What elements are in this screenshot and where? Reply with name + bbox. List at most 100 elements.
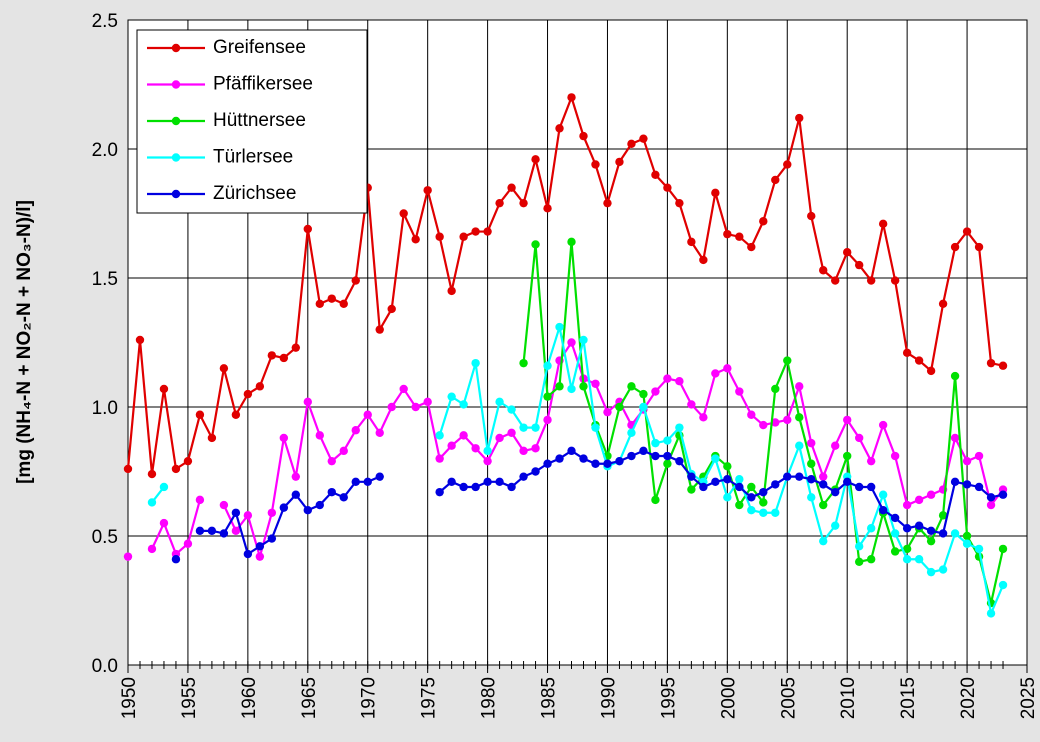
data-point [315,299,324,308]
data-point [243,389,253,399]
data-point [543,459,552,468]
data-point [843,451,852,461]
data-point [771,175,780,185]
data-point [747,410,756,419]
x-tick-label: 1990 [598,677,619,719]
data-point [207,526,217,536]
data-point [878,506,888,515]
data-point [986,500,996,510]
data-point [387,402,396,412]
data-point [471,227,480,236]
data-point [519,423,528,432]
x-tick-label: 1995 [658,677,679,719]
data-point [243,511,253,520]
x-tick-label: 2010 [838,677,859,719]
data-point [519,472,528,481]
legend-marker [171,43,181,53]
data-point [231,508,241,517]
legend-label: Pfäffikersee [213,74,313,95]
x-tick-label: 1980 [479,677,500,719]
data-point [471,358,480,368]
data-point [974,242,984,252]
data-point [303,224,312,234]
data-point [890,276,900,285]
data-point [950,477,960,487]
data-point [819,480,828,489]
x-tick-label: 2020 [958,677,979,719]
data-point [243,549,253,559]
data-point [615,157,624,167]
data-point [471,482,480,492]
data-point [771,418,780,427]
data-point [926,366,936,376]
data-point [866,276,876,285]
data-point [543,415,552,425]
data-point [663,374,672,383]
data-point [555,454,564,463]
data-point [495,198,504,208]
data-point [783,472,792,481]
x-tick-label: 2015 [898,677,919,719]
data-point [363,477,372,487]
legend-label: Zürichsee [213,183,296,204]
data-point [339,299,348,308]
data-point [854,260,864,270]
data-point [495,477,504,487]
data-point [819,472,828,481]
data-point [890,547,900,556]
data-point [747,506,756,515]
data-point [435,232,444,241]
data-point [747,242,756,252]
data-point [459,482,468,492]
data-point [255,382,265,391]
data-point [591,160,600,169]
data-point [735,500,744,510]
data-point [531,155,540,164]
data-point [807,493,816,502]
data-point [555,382,564,391]
data-point [339,493,348,502]
data-point [159,518,169,528]
data-point [495,397,504,407]
data-point [363,410,372,419]
data-point [603,459,612,468]
data-point [603,407,612,417]
data-point [795,441,804,450]
data-point [507,482,516,492]
data-point [123,464,133,474]
data-point [339,446,348,456]
data-point [567,93,576,102]
x-tick-label: 1960 [239,677,260,719]
data-point [411,402,420,412]
data-point [483,477,492,487]
data-point [986,609,996,618]
data-point [399,209,408,218]
data-point [195,526,205,536]
data-point [483,446,492,456]
data-point [687,472,696,481]
data-point [327,456,336,466]
data-point [423,186,432,195]
data-point [147,544,157,554]
data-point [831,441,840,450]
data-point [291,343,301,352]
data-point [171,555,181,564]
data-point [723,475,732,484]
data-point [531,444,540,453]
data-point [938,565,948,574]
legend-marker [171,189,181,199]
data-point [459,400,468,409]
data-point [807,211,816,221]
data-point [639,446,648,456]
data-point [579,131,588,141]
data-point [926,536,936,546]
data-point [327,294,336,303]
data-point [255,542,265,551]
data-point [159,482,169,492]
data-point [854,482,864,492]
data-point [195,410,205,419]
data-point [687,400,696,409]
data-point [998,490,1008,499]
